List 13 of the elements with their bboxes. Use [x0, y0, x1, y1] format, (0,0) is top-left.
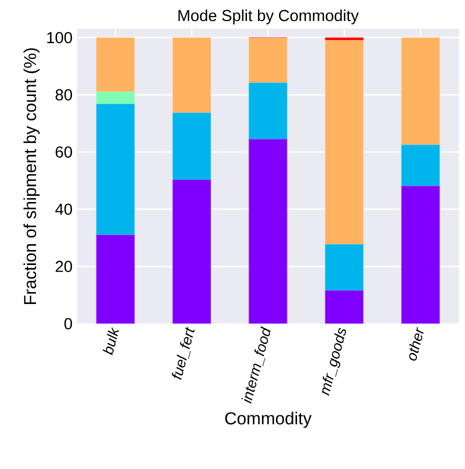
y-tick-label: 20 [56, 260, 72, 272]
y-axis-title: Fraction of shipment by count (%) [23, 48, 40, 304]
x-axis-title: Commodity [225, 412, 312, 428]
x-tick-label: mfr_goods [322, 328, 346, 396]
y-tick-label: 60 [56, 146, 72, 158]
x-tick-label: other [409, 327, 424, 361]
y-tick-label: 80 [56, 89, 72, 100]
y-tick-label: 0 [64, 318, 72, 330]
y-tick-label: 100 [47, 32, 72, 44]
y-tick-label: 40 [55, 204, 72, 215]
x-tick-label: bulk [102, 326, 120, 356]
chart-title: Mode Split by Commodity [178, 9, 359, 24]
x-tick-label: fuel_fert [172, 326, 195, 380]
